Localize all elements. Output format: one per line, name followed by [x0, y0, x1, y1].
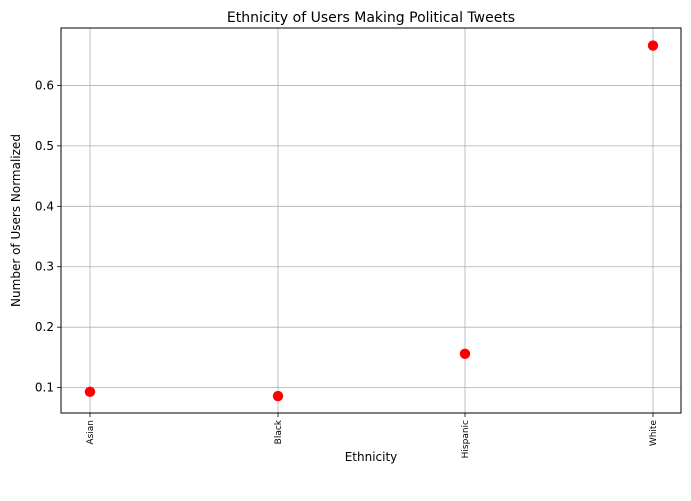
x-tick-label: Black — [274, 419, 284, 444]
data-points — [84, 40, 659, 402]
y-tick-label: 0.5 — [35, 139, 54, 153]
grid — [61, 28, 681, 413]
data-point — [84, 386, 96, 398]
y-tick-label: 0.4 — [35, 199, 54, 213]
chart-title: Ethnicity of Users Making Political Twee… — [227, 10, 515, 26]
plot-frame — [60, 27, 682, 414]
y-axis-ticks: 0.1 0.2 0.3 0.4 0.5 0.6 — [35, 78, 61, 395]
x-axis-ticks: Asian Black Hispanic White — [86, 413, 659, 458]
x-axis-label: Ethnicity — [345, 450, 398, 464]
y-axis-label: Number of Users Normalized — [9, 134, 23, 307]
data-point — [459, 348, 471, 359]
y-tick-label: 0.3 — [35, 260, 54, 274]
data-point — [647, 40, 659, 51]
x-tick-label: White — [649, 420, 659, 447]
y-tick-label: 0.6 — [35, 78, 54, 92]
y-tick-label: 0.2 — [35, 320, 54, 334]
x-tick-label: Hispanic — [461, 420, 471, 458]
data-point — [272, 390, 284, 402]
y-tick-label: 0.1 — [35, 381, 54, 395]
x-tick-label: Asian — [86, 420, 96, 445]
